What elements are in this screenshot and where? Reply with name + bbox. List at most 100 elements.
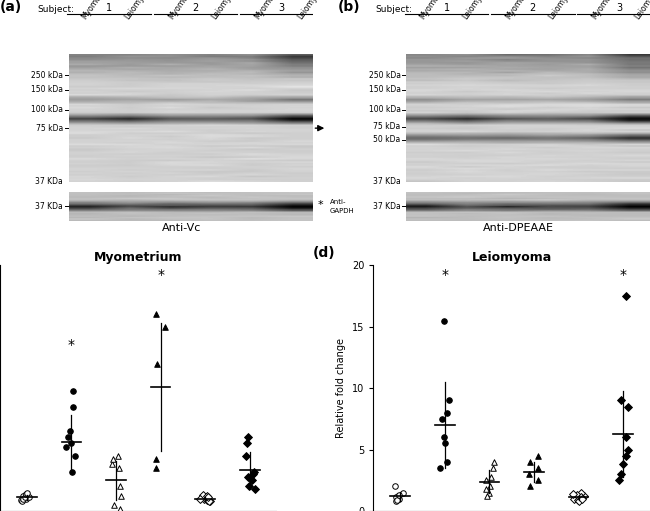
Point [114, 464, 124, 472]
Point [621, 452, 631, 460]
Point [242, 473, 253, 481]
Point [486, 473, 497, 481]
Point [116, 492, 126, 500]
Point [391, 494, 401, 502]
Point [482, 492, 493, 500]
Text: (a): (a) [0, 0, 22, 14]
Point [70, 452, 81, 460]
Point [198, 491, 209, 499]
Point [397, 489, 408, 497]
Point [202, 492, 213, 500]
Text: Subject:: Subject: [375, 5, 412, 14]
Point [577, 495, 588, 503]
Point [533, 452, 543, 460]
Text: *: * [619, 268, 627, 282]
Point [159, 322, 170, 331]
Text: 37 KDa: 37 KDa [373, 202, 401, 211]
Point [524, 470, 534, 478]
Point [152, 360, 162, 368]
Point [150, 455, 161, 463]
Point [20, 490, 31, 498]
Point [394, 495, 404, 503]
Text: GAPDH: GAPDH [330, 208, 354, 214]
Text: 100 kDa: 100 kDa [31, 105, 63, 114]
Point [68, 403, 79, 411]
Text: Anti-Vc: Anti-Vc [162, 223, 201, 234]
Text: Myometrium: Myometrium [418, 0, 453, 20]
Point [571, 491, 582, 499]
Point [250, 485, 260, 493]
Point [67, 468, 77, 476]
Point [569, 495, 580, 503]
Point [481, 476, 491, 484]
Title: Myometrium: Myometrium [94, 251, 183, 264]
Text: Anti-DPEAAE: Anti-DPEAAE [483, 223, 554, 234]
Point [240, 452, 251, 460]
Text: 37 KDa: 37 KDa [36, 177, 63, 187]
Point [202, 496, 213, 504]
Text: 37 KDa: 37 KDa [373, 177, 401, 187]
Text: Leiomyoma: Leiomyoma [124, 0, 156, 20]
Text: (b): (b) [337, 0, 360, 14]
Point [616, 470, 626, 478]
Title: Leiomyoma: Leiomyoma [472, 251, 552, 264]
Point [63, 433, 73, 442]
Text: 250 kDa: 250 kDa [31, 71, 63, 80]
Point [525, 482, 536, 491]
Text: 75 kDa: 75 kDa [36, 124, 63, 133]
Text: Anti-: Anti- [330, 199, 346, 205]
Point [151, 464, 161, 472]
Point [389, 482, 400, 491]
Point [22, 489, 32, 497]
Point [244, 482, 254, 491]
Point [248, 470, 258, 478]
Point [20, 494, 31, 502]
Point [441, 458, 452, 466]
Text: 100 kDa: 100 kDa [369, 105, 401, 114]
Point [18, 492, 28, 500]
Point [24, 494, 34, 502]
Text: 1: 1 [443, 3, 450, 13]
Point [623, 403, 633, 411]
Point [203, 497, 214, 505]
Text: Myometrium: Myometrium [504, 0, 539, 20]
Point [485, 482, 495, 491]
Text: (d): (d) [313, 246, 335, 260]
Text: 3: 3 [616, 3, 622, 13]
Point [17, 497, 27, 505]
Point [618, 460, 628, 469]
Point [68, 386, 79, 394]
Point [115, 504, 125, 511]
Point [113, 452, 124, 460]
Point [614, 476, 624, 484]
Point [247, 476, 257, 484]
Point [489, 458, 500, 466]
Text: Leiomyoma: Leiomyoma [296, 0, 328, 20]
Point [205, 497, 215, 505]
Text: 150 kDa: 150 kDa [369, 85, 401, 95]
Point [21, 495, 31, 503]
Point [488, 464, 498, 472]
Point [393, 491, 404, 499]
Text: 50 kDa: 50 kDa [374, 135, 401, 144]
Text: *: * [317, 200, 323, 210]
Point [242, 433, 253, 442]
Point [16, 496, 27, 504]
Text: *: * [68, 338, 75, 352]
Point [440, 439, 450, 448]
Point [439, 316, 449, 324]
Point [391, 496, 402, 504]
Point [525, 458, 535, 466]
Text: Myometrium: Myometrium [80, 0, 116, 20]
Point [533, 464, 543, 472]
Point [61, 443, 72, 451]
Text: *: * [441, 268, 448, 282]
Point [568, 490, 578, 498]
Point [484, 489, 494, 497]
Point [200, 494, 211, 502]
Point [573, 496, 583, 504]
Point [195, 495, 205, 503]
Point [20, 491, 30, 499]
Text: 250 kDa: 250 kDa [369, 71, 401, 80]
Point [436, 415, 447, 423]
